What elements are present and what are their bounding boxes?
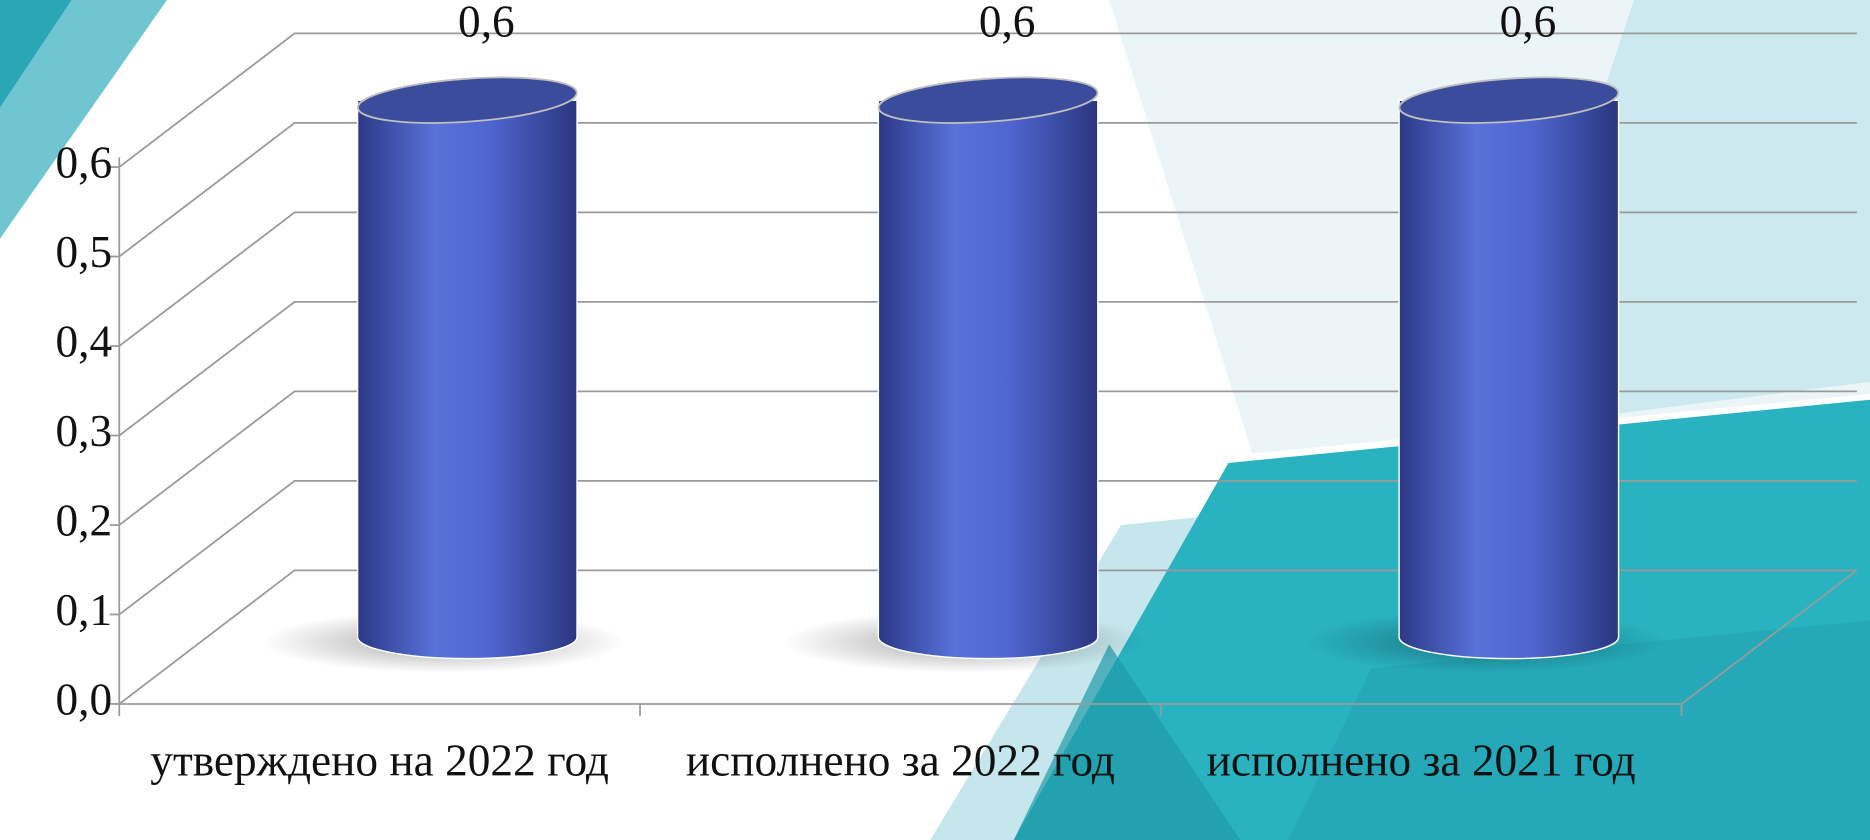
grid-line (118, 32, 1857, 168)
x-label-box: утверждено на 2022 год (150, 736, 609, 787)
y-tick-label: 0,1 (55, 585, 112, 635)
y-tick-label: 0,4 (55, 316, 112, 366)
x-tick-label: утверждено на 2022 год (150, 736, 609, 787)
x-tick-label: исполнено за 2021 год (1206, 736, 1636, 787)
bar (356, 99, 578, 660)
bar-top (1398, 76, 1620, 124)
y-tick-label: 0,0 (55, 674, 112, 724)
bar-top (877, 76, 1099, 124)
bar-top (356, 76, 578, 124)
x-tick-label: исполнено за 2022 год (685, 736, 1115, 787)
y-tick-label: 0,6 (55, 137, 112, 187)
value-label: 0,6 (1500, 0, 1557, 47)
grid-line (118, 122, 1857, 258)
y-tick-label: 0,5 (55, 227, 112, 277)
value-label: 0,6 (979, 0, 1036, 47)
x-label-box: исполнено за 2022 год (685, 736, 1115, 787)
grid-line (118, 300, 1857, 437)
grid-line (118, 211, 1857, 347)
bar (877, 99, 1099, 660)
y-tick-label: 0,2 (55, 495, 112, 545)
value-label: 0,6 (458, 0, 515, 47)
grid-line (118, 569, 1857, 705)
labels: 0,0 0,1 0,2 0,3 0,4 0,5 0,6 0,6 утверждено на 20… (55, 0, 1636, 787)
bar (1398, 99, 1620, 660)
bars (262, 76, 1667, 673)
x-label-box: исполнено за 2021 год (1206, 736, 1636, 787)
y-tick-label: 0,3 (55, 406, 112, 456)
grid (109, 32, 1858, 716)
grid-line (118, 390, 1857, 526)
grid-line (118, 479, 1857, 616)
